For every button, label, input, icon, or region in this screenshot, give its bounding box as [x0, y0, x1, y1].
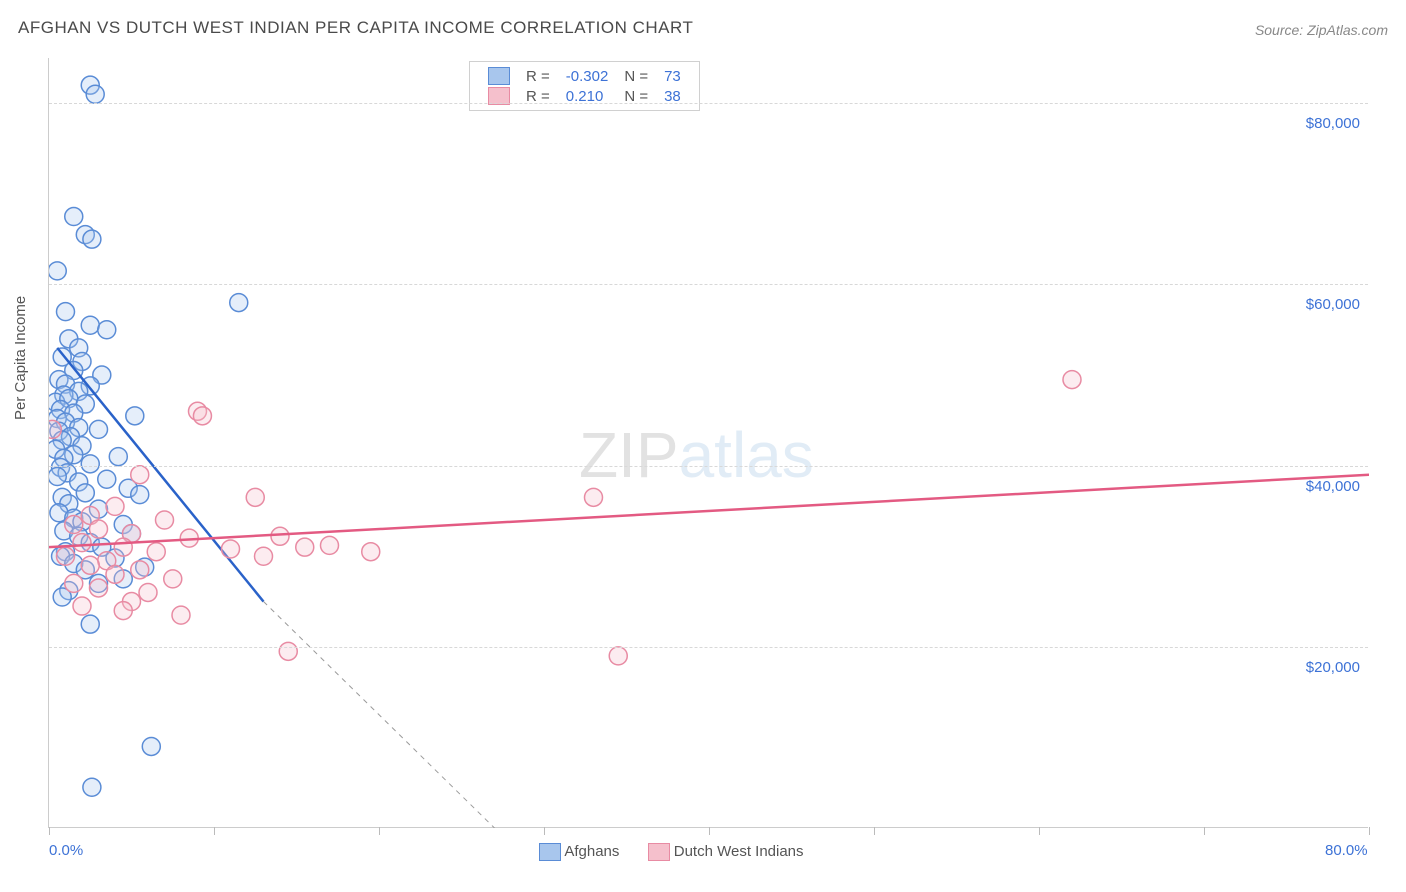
legend-item-afghans: Afghans	[539, 843, 619, 861]
data-point-afghans	[86, 85, 104, 103]
data-point-afghans	[142, 737, 160, 755]
y-tick-label: $40,000	[1306, 478, 1360, 495]
data-point-dutch_west_indians	[139, 583, 157, 601]
data-point-dutch_west_indians	[193, 407, 211, 425]
y-tick-label: $20,000	[1306, 659, 1360, 676]
data-point-afghans	[90, 420, 108, 438]
gridline	[49, 103, 1368, 104]
legend-item-dwi: Dutch West Indians	[648, 843, 804, 861]
data-point-dutch_west_indians	[65, 574, 83, 592]
y-axis-title: Per Capita Income	[12, 296, 29, 420]
data-point-dutch_west_indians	[114, 538, 132, 556]
data-point-dutch_west_indians	[73, 597, 91, 615]
data-point-dutch_west_indians	[81, 556, 99, 574]
gridline	[49, 284, 1368, 285]
data-point-afghans	[109, 448, 127, 466]
data-point-dutch_west_indians	[106, 497, 124, 515]
data-point-dutch_west_indians	[321, 536, 339, 554]
data-point-dutch_west_indians	[296, 538, 314, 556]
data-point-dutch_west_indians	[106, 565, 124, 583]
chart-title: AFGHAN VS DUTCH WEST INDIAN PER CAPITA I…	[18, 18, 693, 38]
x-tick	[214, 827, 215, 835]
data-point-dutch_west_indians	[131, 561, 149, 579]
n-value-afghans: 73	[656, 66, 689, 86]
data-point-afghans	[81, 455, 99, 473]
data-point-afghans	[65, 208, 83, 226]
x-tick	[379, 827, 380, 835]
data-point-dutch_west_indians	[164, 570, 182, 588]
data-point-dutch_west_indians	[131, 466, 149, 484]
swatch-afghans	[539, 843, 561, 861]
gridline	[49, 466, 1368, 467]
data-point-dutch_west_indians	[271, 527, 289, 545]
data-point-dutch_west_indians	[90, 579, 108, 597]
source-credit: Source: ZipAtlas.com	[1255, 22, 1388, 38]
trendline-ext-afghans	[264, 602, 495, 828]
n-label: N =	[616, 66, 656, 86]
data-point-dutch_west_indians	[65, 516, 83, 534]
data-point-dutch_west_indians	[90, 520, 108, 538]
data-point-dutch_west_indians	[49, 420, 61, 438]
data-point-dutch_west_indians	[585, 488, 603, 506]
legend-row-afghans: R = -0.302 N = 73	[480, 66, 689, 86]
trendline-dutch_west_indians	[49, 475, 1369, 547]
data-point-dutch_west_indians	[147, 543, 165, 561]
data-point-afghans	[81, 615, 99, 633]
x-tick	[1039, 827, 1040, 835]
data-point-dutch_west_indians	[246, 488, 264, 506]
swatch-dwi	[648, 843, 670, 861]
y-tick-label: $60,000	[1306, 296, 1360, 313]
data-point-afghans	[98, 470, 116, 488]
plot-area: ZIPatlas R = -0.302 N = 73 R = 0.210 N =…	[48, 58, 1368, 828]
x-tick	[1204, 827, 1205, 835]
x-tick	[544, 827, 545, 835]
x-tick	[874, 827, 875, 835]
data-point-afghans	[131, 486, 149, 504]
gridline	[49, 647, 1368, 648]
data-point-afghans	[57, 303, 75, 321]
swatch-afghans	[488, 67, 510, 85]
data-point-dutch_west_indians	[172, 606, 190, 624]
x-tick-label: 80.0%	[1325, 842, 1368, 859]
y-tick-label: $80,000	[1306, 115, 1360, 132]
data-point-dutch_west_indians	[362, 543, 380, 561]
data-point-dutch_west_indians	[114, 602, 132, 620]
data-point-dutch_west_indians	[279, 642, 297, 660]
data-point-dutch_west_indians	[609, 647, 627, 665]
data-point-dutch_west_indians	[222, 540, 240, 558]
data-point-dutch_west_indians	[57, 547, 75, 565]
chart-canvas	[49, 58, 1369, 828]
series-legend: Afghans Dutch West Indians	[539, 843, 828, 861]
data-point-afghans	[81, 316, 99, 334]
r-value-afghans: -0.302	[558, 66, 617, 86]
data-point-afghans	[83, 778, 101, 796]
data-point-dutch_west_indians	[73, 534, 91, 552]
data-point-afghans	[49, 468, 66, 486]
data-point-afghans	[98, 321, 116, 339]
r-label: R =	[518, 66, 558, 86]
source-value: ZipAtlas.com	[1307, 22, 1388, 38]
data-point-afghans	[76, 484, 94, 502]
data-point-dutch_west_indians	[1063, 371, 1081, 389]
data-point-afghans	[83, 230, 101, 248]
source-label: Source:	[1255, 22, 1303, 38]
legend-label-afghans: Afghans	[564, 843, 619, 860]
x-tick	[1369, 827, 1370, 835]
x-tick	[709, 827, 710, 835]
x-tick-label: 0.0%	[49, 842, 83, 859]
data-point-dutch_west_indians	[156, 511, 174, 529]
data-point-afghans	[126, 407, 144, 425]
x-tick	[49, 827, 50, 835]
data-point-dutch_west_indians	[255, 547, 273, 565]
data-point-afghans	[230, 294, 248, 312]
data-point-afghans	[49, 262, 66, 280]
legend-label-dwi: Dutch West Indians	[674, 843, 804, 860]
